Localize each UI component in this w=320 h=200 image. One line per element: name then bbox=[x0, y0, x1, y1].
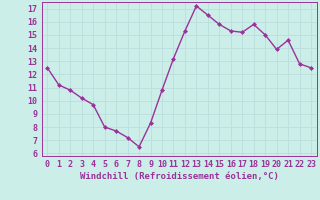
X-axis label: Windchill (Refroidissement éolien,°C): Windchill (Refroidissement éolien,°C) bbox=[80, 172, 279, 181]
